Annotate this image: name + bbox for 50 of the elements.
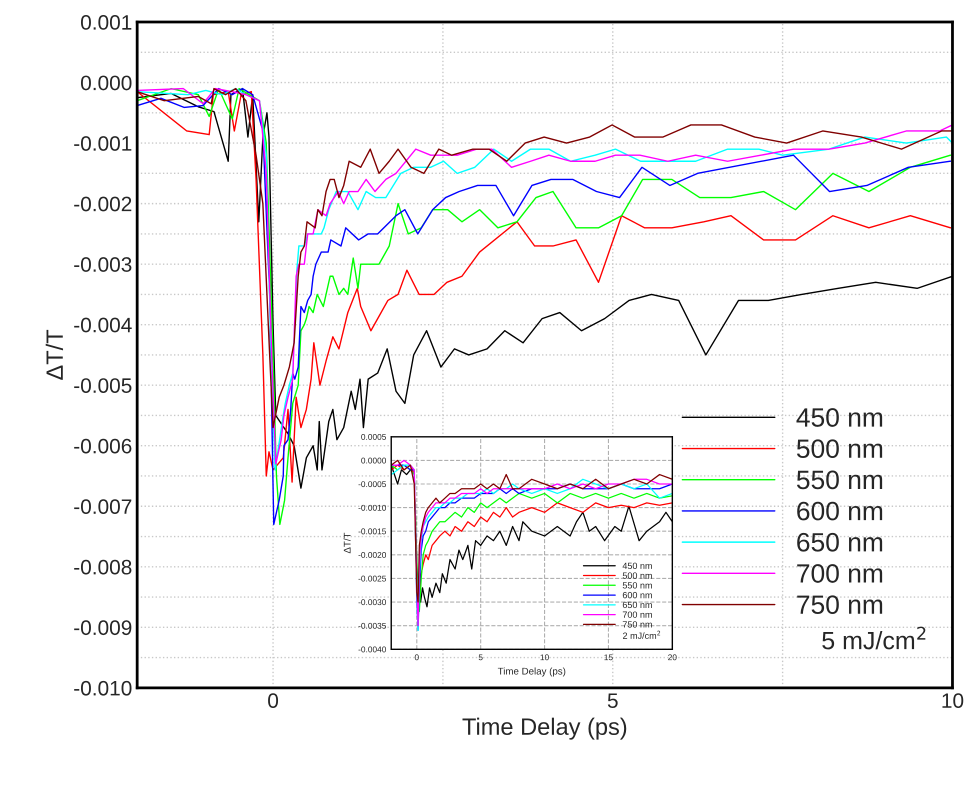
y-tick-label: -0.0040: [358, 646, 386, 652]
x-tick-label: 20: [668, 654, 677, 660]
x-tick-label: 10: [942, 693, 964, 708]
x-axis-title: Time Delay (ps): [498, 667, 566, 677]
legend-label: 700 nm: [622, 611, 652, 618]
y-tick-label: -0.002: [74, 196, 132, 212]
legend-label: 600 nm: [622, 592, 652, 598]
x-axis-title: Time Delay (ps): [462, 718, 626, 740]
y-tick-label: -0.0005: [358, 481, 386, 488]
legend-label: 600 nm: [797, 502, 882, 520]
legend-label: 700 nm: [797, 564, 882, 583]
y-tick-label: -0.009: [74, 620, 132, 636]
y-tick-label: -0.0030: [358, 599, 386, 606]
y-tick-label: -0.0020: [358, 552, 386, 558]
y-tick-label: -0.007: [74, 499, 132, 514]
annotation: 2 mJ/cm$^{2}$: [622, 630, 660, 639]
y-tick-label: -0.008: [74, 560, 132, 575]
y-tick-label: -0.0015: [358, 528, 386, 534]
y-tick-label: 0.001: [80, 15, 132, 30]
legend-label: 550 nm: [796, 470, 882, 490]
y-tick-label: -0.004: [74, 318, 132, 332]
y-tick-label: 0.0005: [361, 434, 386, 440]
x-tick-label: 5: [478, 654, 483, 660]
x-tick-label: 0: [414, 654, 419, 660]
legend-label: 450 nm: [622, 562, 652, 570]
y-tick-label: -0.0035: [358, 622, 386, 629]
x-tick-label: 10: [540, 654, 549, 660]
legend-label: 650 nm: [622, 602, 652, 608]
y-tick-label: 0.0000: [361, 458, 386, 464]
y-axis-title: ΔT/T: [46, 330, 64, 380]
x-tick-label: 5: [608, 693, 618, 708]
y-tick-label: -0.0025: [358, 576, 386, 582]
y-tick-label: -0.005: [74, 378, 132, 393]
y-tick-label: -0.010: [74, 680, 132, 696]
x-tick-label: 0: [268, 693, 278, 708]
legend-label: 750 nm: [622, 621, 652, 628]
legend-label: 500 nm: [622, 572, 652, 579]
y-tick-label: -0.001: [74, 136, 132, 151]
y-tick-label: -0.003: [74, 257, 132, 272]
legend-label: 450 nm: [796, 408, 882, 427]
y-axis-title: ΔT/T: [343, 532, 351, 554]
legend-label: 550 nm: [622, 582, 652, 589]
y-tick-label: -0.006: [74, 438, 132, 454]
legend-label: 750 nm: [797, 595, 882, 614]
legend-label: 650 nm: [797, 532, 882, 552]
y-tick-label: 0.000: [80, 76, 132, 90]
x-tick-label: 15: [604, 654, 613, 660]
y-tick-label: -0.0010: [358, 504, 386, 511]
legend-label: 500 nm: [796, 439, 882, 458]
annotation: 5 mJ/cm$^{2}$: [822, 626, 926, 650]
